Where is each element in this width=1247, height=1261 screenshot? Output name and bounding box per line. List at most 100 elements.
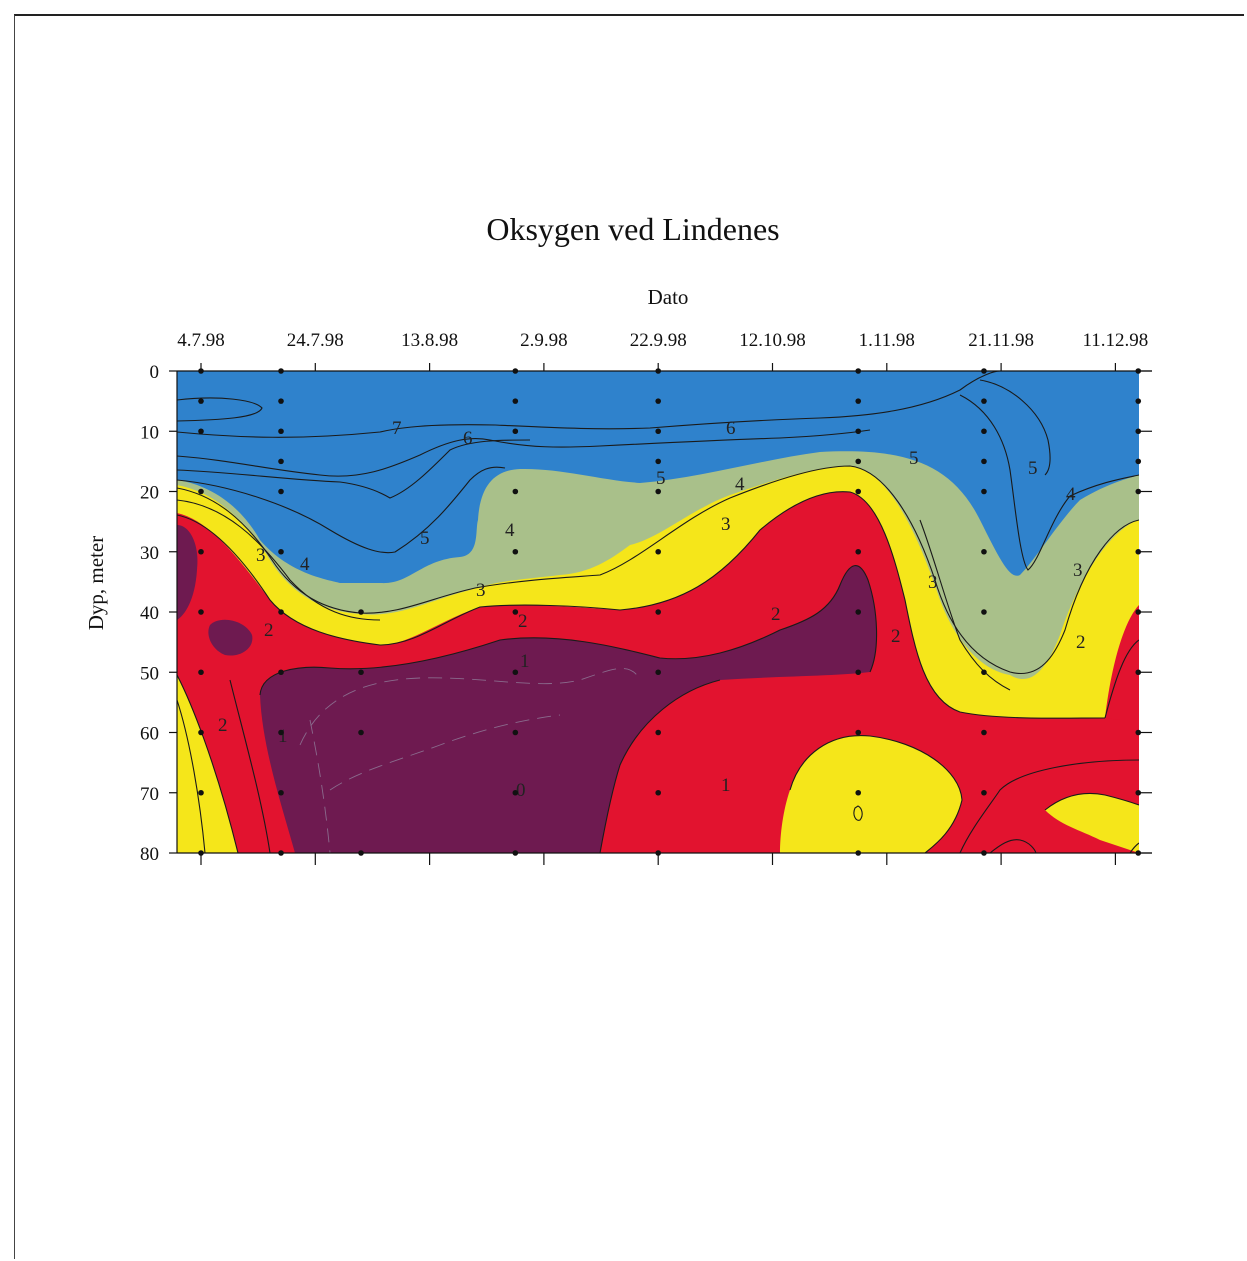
sample-point	[855, 368, 862, 374]
y-tick-label: 0	[150, 362, 160, 383]
contour-label: 1	[520, 651, 530, 672]
sample-point	[981, 609, 987, 615]
sample-point	[198, 669, 204, 676]
sample-point	[512, 729, 519, 736]
sample-point	[1135, 398, 1142, 404]
sample-point	[1135, 368, 1142, 374]
band-1-2-left	[177, 525, 198, 620]
contour-line	[989, 839, 1037, 853]
sample-point	[1135, 548, 1142, 555]
sample-point	[512, 398, 519, 404]
contour-line	[177, 439, 531, 499]
contour-label: 6	[726, 418, 736, 439]
sample-point	[1135, 729, 1142, 736]
contour-label: 3	[476, 580, 486, 601]
sample-point	[655, 669, 661, 676]
sample-point	[198, 609, 204, 615]
sample-point	[655, 398, 661, 404]
sample-point	[855, 669, 862, 676]
sample-point	[981, 789, 987, 796]
sample-point	[655, 548, 661, 555]
sample-point	[981, 398, 987, 404]
contour-line	[177, 699, 206, 853]
contour-line-dashed	[309, 719, 331, 853]
sample-point	[855, 428, 862, 435]
contour-label: 7	[392, 418, 402, 439]
contour-line	[979, 379, 1051, 476]
sample-point	[278, 669, 284, 676]
sample-point	[358, 850, 364, 856]
contour-label: 3	[256, 545, 266, 566]
sample-point	[855, 548, 862, 555]
contour-label: 0	[516, 780, 526, 801]
sample-point	[981, 669, 987, 676]
contour-label: 2	[1076, 632, 1086, 653]
sample-point	[855, 458, 862, 465]
contour-label: 4	[1066, 484, 1076, 505]
contour-line	[959, 759, 1139, 853]
sample-point	[512, 368, 519, 374]
y-tick-label: 40	[140, 603, 159, 624]
contour-line	[177, 429, 871, 477]
contour-label: 3	[928, 572, 938, 593]
sample-point	[198, 548, 204, 555]
contour-label: 2	[518, 611, 528, 632]
sample-point	[358, 669, 364, 676]
y-tick-label: 20	[140, 483, 159, 504]
contour-label: 5	[420, 528, 430, 549]
sample-point	[198, 428, 204, 435]
contour-line	[1044, 792, 1139, 811]
sample-point	[198, 398, 204, 404]
contour-label: 1	[721, 775, 731, 796]
contour-line-dashed	[299, 668, 641, 746]
contour-label: 1	[278, 726, 288, 747]
contour-line	[1104, 639, 1139, 719]
sample-point	[512, 609, 519, 615]
contour-line	[789, 735, 963, 853]
contour-line	[599, 679, 721, 853]
sample-point	[981, 428, 987, 435]
contour-line	[177, 499, 381, 621]
sample-point	[198, 368, 204, 374]
sample-point	[1135, 428, 1142, 435]
sample-point	[981, 488, 987, 495]
sample-point	[278, 368, 284, 374]
contour-label: 2	[771, 604, 781, 625]
sample-point	[278, 398, 284, 404]
chart-title: Oksygen ved Lindenes	[486, 211, 779, 247]
sample-point	[655, 368, 661, 374]
sample-point	[655, 789, 661, 796]
sample-point	[278, 609, 284, 615]
sample-point	[655, 850, 661, 856]
y-axis-label: Dyp, meter	[84, 536, 108, 630]
sample-point	[278, 548, 284, 555]
x-tick-label: 22.9.98	[630, 330, 687, 351]
x-axis-label: Dato	[648, 285, 689, 309]
contour-label: 3	[721, 514, 731, 535]
sample-point	[655, 458, 661, 465]
sample-point	[1135, 789, 1142, 796]
contour-line	[853, 805, 863, 821]
x-tick-label: 12.10.98	[739, 330, 806, 351]
contour-line	[177, 491, 1106, 719]
sample-point	[855, 488, 862, 495]
band-3-4-lower-mid	[780, 735, 962, 853]
sample-point	[512, 789, 519, 796]
band-3-4-lower-left	[177, 675, 238, 853]
sample-point	[981, 729, 987, 736]
sample-point	[512, 488, 519, 495]
sample-point	[198, 850, 204, 856]
contour-label: 5	[656, 468, 666, 489]
contour-label: 4	[505, 520, 515, 541]
x-ticks: 4.7.98 24.7.98 13.8.98 2.9.98 22.9.98 12.10.9…	[177, 330, 1148, 865]
sample-point	[1135, 850, 1142, 856]
x-tick-label: 1.11.98	[859, 330, 915, 351]
y-tick-label: 60	[140, 724, 159, 745]
sample-point	[1135, 609, 1142, 615]
sample-point	[358, 609, 364, 615]
x-tick-label: 24.7.98	[287, 330, 344, 351]
sample-point	[981, 850, 987, 856]
contour-line	[177, 397, 263, 422]
sample-point	[855, 850, 862, 856]
sample-point	[198, 729, 204, 736]
